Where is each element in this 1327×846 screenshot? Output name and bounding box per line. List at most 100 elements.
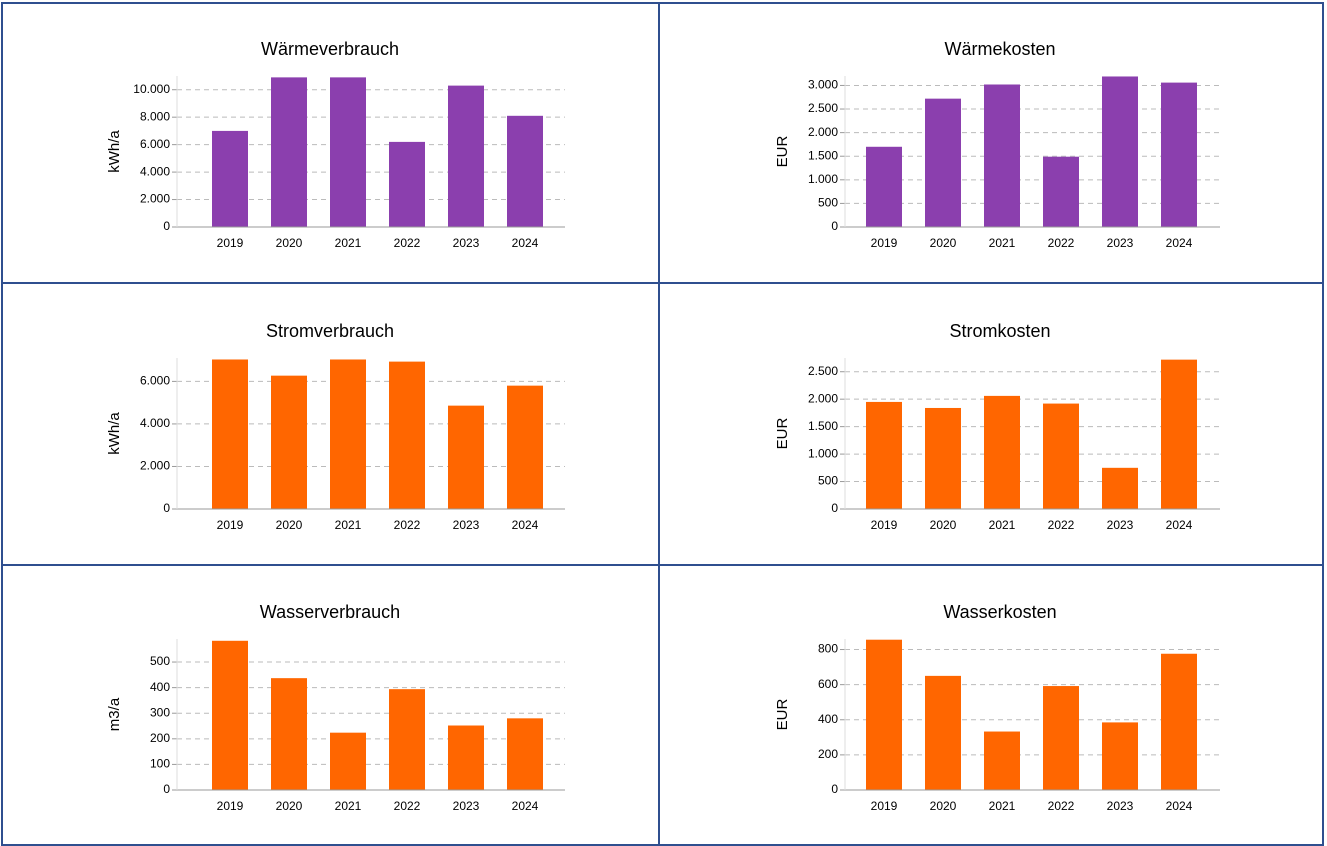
y-tick-label: 1.500 <box>808 419 838 433</box>
y-tick-label: 600 <box>818 677 838 691</box>
bar <box>212 130 248 227</box>
x-tick-label: 2023 <box>453 799 480 813</box>
x-tick-label: 2020 <box>930 236 957 250</box>
bar <box>271 77 307 227</box>
y-axis-label: EUR <box>774 698 791 730</box>
chart-title: Stromverbrauch <box>266 321 394 341</box>
y-tick-label: 200 <box>150 731 170 745</box>
bar <box>866 146 902 227</box>
y-tick-label: 2.000 <box>140 459 170 473</box>
y-tick-label: 0 <box>831 501 838 515</box>
y-tick-label: 1.000 <box>808 172 838 186</box>
x-tick-label: 2020 <box>276 236 303 250</box>
y-tick-label: 8.000 <box>140 109 170 123</box>
bar <box>866 401 902 509</box>
bar <box>330 359 366 509</box>
y-tick-label: 500 <box>818 474 838 488</box>
chart-title: Wasserverbrauch <box>260 602 400 622</box>
y-tick-label: 0 <box>831 782 838 796</box>
bar <box>1043 686 1079 790</box>
y-tick-label: 500 <box>818 196 838 210</box>
x-tick-label: 2022 <box>1048 799 1075 813</box>
y-tick-label: 400 <box>818 712 838 726</box>
y-tick-label: 0 <box>831 219 838 233</box>
bar <box>1161 653 1197 790</box>
bar <box>984 395 1020 509</box>
y-tick-label: 200 <box>818 747 838 761</box>
x-tick-label: 2023 <box>1107 236 1134 250</box>
bar <box>1102 76 1138 227</box>
x-tick-label: 2022 <box>1048 518 1075 532</box>
bar <box>330 77 366 227</box>
x-tick-label: 2021 <box>989 236 1016 250</box>
x-tick-label: 2022 <box>1048 236 1075 250</box>
bar <box>389 141 425 227</box>
bar <box>1102 467 1138 509</box>
chart-title: Wasserkosten <box>943 602 1056 622</box>
y-axis-label: EUR <box>774 135 791 167</box>
y-axis-label: kWh/a <box>106 412 123 455</box>
x-tick-label: 2020 <box>930 518 957 532</box>
x-tick-label: 2023 <box>1107 518 1134 532</box>
x-tick-label: 2021 <box>335 236 362 250</box>
chart-title: Stromkosten <box>949 321 1050 341</box>
bar <box>925 675 961 790</box>
y-tick-label: 800 <box>818 642 838 656</box>
y-tick-label: 1.000 <box>808 446 838 460</box>
x-tick-label: 2020 <box>276 518 303 532</box>
y-tick-label: 3.000 <box>808 78 838 92</box>
y-tick-label: 4.000 <box>140 416 170 430</box>
bar <box>984 84 1020 228</box>
bar <box>389 689 425 790</box>
chart-title: Wärmekosten <box>944 39 1055 59</box>
bar <box>866 639 902 790</box>
y-tick-label: 2.000 <box>808 391 838 405</box>
x-tick-label: 2019 <box>871 799 898 813</box>
y-axis-label: EUR <box>774 417 791 449</box>
y-tick-label: 400 <box>150 680 170 694</box>
x-tick-label: 2021 <box>989 518 1016 532</box>
x-tick-label: 2019 <box>217 799 244 813</box>
bar <box>1161 82 1197 227</box>
bar <box>448 405 484 509</box>
x-tick-label: 2021 <box>989 799 1016 813</box>
y-tick-label: 0 <box>163 219 170 233</box>
x-tick-label: 2024 <box>1166 799 1193 813</box>
bar <box>925 407 961 509</box>
x-tick-label: 2022 <box>394 236 421 250</box>
bar <box>448 725 484 790</box>
y-tick-label: 2.500 <box>808 101 838 115</box>
bar <box>507 115 543 227</box>
x-tick-label: 2023 <box>453 236 480 250</box>
bar <box>1043 156 1079 227</box>
x-tick-label: 2020 <box>930 799 957 813</box>
bar <box>1161 359 1197 509</box>
x-tick-label: 2024 <box>512 518 539 532</box>
y-tick-label: 1.500 <box>808 148 838 162</box>
x-tick-label: 2019 <box>217 236 244 250</box>
y-tick-label: 2.500 <box>808 364 838 378</box>
y-tick-label: 2.000 <box>140 192 170 206</box>
x-tick-label: 2019 <box>871 236 898 250</box>
y-tick-label: 500 <box>150 654 170 668</box>
x-tick-label: 2019 <box>871 518 898 532</box>
bar <box>984 731 1020 790</box>
y-tick-label: 10.000 <box>133 82 170 96</box>
y-axis-label: m3/a <box>106 697 123 731</box>
x-tick-label: 2022 <box>394 799 421 813</box>
x-tick-label: 2019 <box>217 518 244 532</box>
bar <box>507 718 543 790</box>
x-tick-label: 2023 <box>453 518 480 532</box>
x-tick-label: 2024 <box>512 236 539 250</box>
x-tick-label: 2023 <box>1107 799 1134 813</box>
x-tick-label: 2021 <box>335 799 362 813</box>
y-tick-label: 6.000 <box>140 374 170 388</box>
y-tick-label: 100 <box>150 757 170 771</box>
y-tick-label: 2.000 <box>808 125 838 139</box>
x-tick-label: 2020 <box>276 799 303 813</box>
bar <box>212 640 248 790</box>
y-tick-label: 4.000 <box>140 164 170 178</box>
y-tick-label: 300 <box>150 705 170 719</box>
